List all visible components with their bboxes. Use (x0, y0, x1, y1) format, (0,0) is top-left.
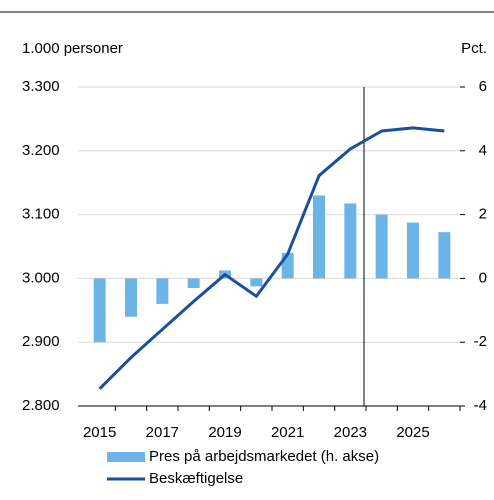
bar (156, 278, 169, 304)
bar (281, 252, 294, 279)
y2-axis-label: Pct. (461, 40, 487, 57)
x-tick-label: 2021 (271, 424, 304, 441)
y-tick-label: 2.800 (22, 397, 60, 414)
y-tick-label: 3.100 (22, 206, 60, 223)
x-tick-label: 2017 (146, 424, 179, 441)
bar (313, 195, 325, 279)
bar (187, 278, 200, 288)
bar (344, 203, 357, 279)
y2-tick-label: 4 (479, 142, 487, 159)
bar (375, 214, 388, 279)
y-tick-label: 3.200 (22, 142, 60, 159)
y2-tick-label: -4 (474, 397, 487, 414)
y-axis-label: 1.000 personer (22, 40, 123, 57)
bar (407, 222, 419, 279)
y2-tick-label: 6 (479, 78, 487, 95)
bar (250, 278, 263, 287)
x-tick-label: 2015 (83, 424, 116, 441)
y2-tick-label: 2 (479, 206, 487, 223)
y-tick-label: 3.300 (22, 78, 60, 95)
line (98, 126, 445, 390)
x-tick-label: 2019 (208, 424, 241, 441)
x-tick-label: 2023 (334, 424, 367, 441)
legend-swatch (107, 452, 145, 462)
bar (438, 232, 451, 279)
y-tick-label: 3.000 (22, 269, 60, 286)
legend-label: Beskæftigelse (149, 470, 243, 487)
x-tick-label: 2025 (396, 424, 429, 441)
legend-label: Pres på arbejdsmarkedet (h. akse) (149, 448, 379, 465)
bar (93, 278, 106, 343)
bar (125, 278, 137, 317)
y-tick-label: 2.900 (22, 333, 60, 350)
y2-tick-label: 0 (479, 269, 487, 286)
y2-tick-label: -2 (474, 333, 487, 350)
